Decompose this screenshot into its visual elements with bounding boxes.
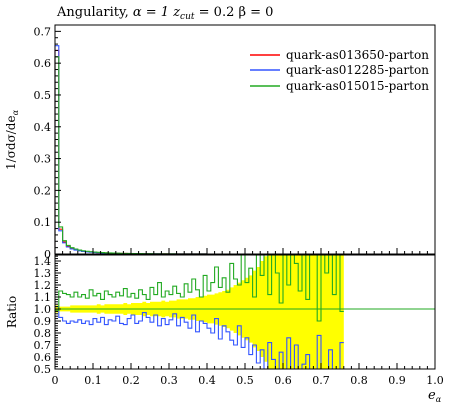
xlabel-sub: α [436,395,442,404]
legend: quark-as013650-parton quark-as012285-par… [250,48,429,93]
ratio-ytick-label: 0.6 [34,351,52,364]
legend-label-1: quark-as013650-parton [286,48,429,62]
title-cut: cut [180,12,195,22]
xtick-label: 0.4 [198,374,216,387]
main-ytick-label: 0.2 [34,184,52,197]
chart-title: Angularity, α = 1 zcut = 0.2 β = 0 [56,5,273,22]
main-ytick-label: 0.4 [34,121,52,134]
ratio-plot-area [55,255,435,369]
ratio-ytick-label: 1.3 [34,267,52,280]
main-panel: 0 0.1 0.2 0.3 0.4 0.5 0.6 0.7 [34,24,436,261]
xtick-label: 0.6 [274,374,292,387]
title-rest: = 0.2 β = 0 [195,5,274,20]
legend-label-2: quark-as012285-parton [286,63,429,77]
main-ytick-label: 0.7 [34,25,52,38]
main-x-ticks [54,248,436,254]
legend-entry-1: quark-as013650-parton [250,48,429,62]
title-z: z [172,5,180,20]
ratio-y-ticks: 0.50.60.70.80.91.01.11.21.31.4 [34,255,61,376]
ratio-series-3 [55,255,344,322]
xlabel-main: e [428,388,436,403]
main-ylabel: 1/σdσ/deα [4,109,20,170]
main-ytick-label: 0.1 [34,216,52,229]
main-ytick-label: 0.3 [34,153,52,166]
main-ytick-label: 0.5 [34,89,52,102]
main-plot-area [54,45,207,255]
legend-entry-3: quark-as015015-parton [250,79,429,93]
ratio-x-ticks: 0 0.1 0.2 0.3 0.4 0.5 0.6 0.7 0.8 0.9 1.0 [52,363,444,387]
title-prefix: Angularity, [56,5,133,20]
ratio-ytick-label: 1.2 [34,279,52,292]
xtick-label: 0.7 [312,374,330,387]
main-ylabel-sub: α [11,109,20,115]
main-series-1 [54,49,207,255]
ratio-ytick-label: 1.4 [34,255,52,268]
ratio-panel: 0.50.60.70.80.91.01.11.21.31.4 0 0.1 0.2 0.… [34,254,444,387]
ratio-series-2 [55,306,344,369]
xtick-label: 1.0 [426,374,444,387]
xtick-label: 0.8 [350,374,368,387]
xtick-label: 0.5 [236,374,254,387]
main-series-2 [54,45,207,255]
legend-entry-2: quark-as012285-parton [250,63,429,77]
legend-label-3: quark-as015015-parton [286,79,429,93]
ratio-ytick-label: 1.1 [34,291,52,304]
main-ytick-label: 0 [44,248,51,261]
xtick-label: 0.9 [388,374,406,387]
ratio-ytick-label: 0.7 [34,339,52,352]
main-ytick-label: 0.6 [34,57,52,70]
main-y-ticks: 0 0.1 0.2 0.3 0.4 0.5 0.6 0.7 [34,25,61,261]
main-ylabel-main: 1/σdσ/de [4,115,18,170]
xtick-label: 0.2 [122,374,140,387]
ratio-ytick-label: 0.9 [34,315,52,328]
main-series-3 [54,56,207,255]
xlabel: eα [428,388,442,404]
xtick-label: 0.1 [84,374,102,387]
ratio-ylabel: Ratio [5,296,19,328]
ratio-ytick-label: 0.8 [34,327,52,340]
ratio-ytick-label: 1.0 [34,303,52,316]
ratio-ytick-label: 0.5 [34,363,52,376]
title-alpha: α = 1 [133,5,173,20]
xtick-label: 0.3 [160,374,178,387]
ratio-uncertainty-band [55,255,344,369]
xtick-label: 0 [52,374,59,387]
